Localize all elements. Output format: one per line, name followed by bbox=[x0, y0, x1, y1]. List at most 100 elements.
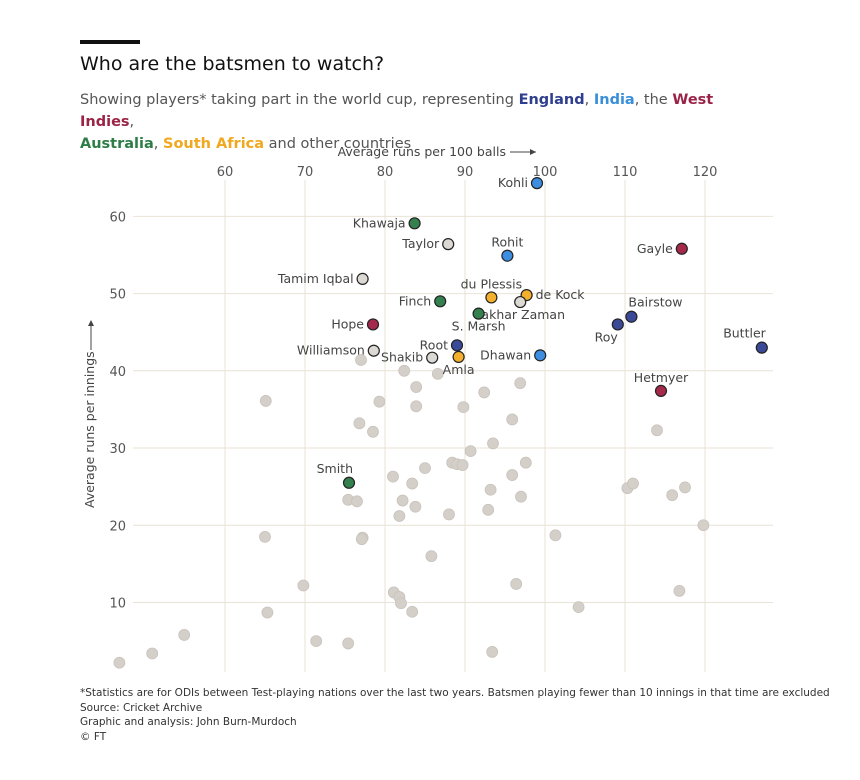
other-player-point bbox=[506, 469, 519, 481]
other-player-point bbox=[515, 490, 527, 503]
player-point-khawaja bbox=[408, 217, 421, 230]
other-player-point bbox=[355, 354, 367, 366]
x-tick-label: 70 bbox=[297, 165, 314, 180]
other-player-point bbox=[406, 477, 419, 490]
player-point-buttler bbox=[755, 341, 768, 354]
y-tick-label: 20 bbox=[109, 519, 126, 534]
other-player-point bbox=[549, 529, 562, 542]
subtitle-prefix: Showing players* taking part in the worl… bbox=[80, 92, 519, 108]
title-rule bbox=[80, 40, 140, 44]
other-player-point bbox=[478, 386, 491, 399]
other-player-point bbox=[259, 395, 272, 407]
other-player-point bbox=[506, 413, 519, 426]
player-point-amla bbox=[452, 350, 465, 363]
other-player-point bbox=[353, 417, 366, 430]
other-player-point bbox=[456, 459, 469, 471]
other-player-point bbox=[261, 606, 274, 619]
player-point-taylor bbox=[442, 238, 455, 251]
player-label: Fakhar Zaman bbox=[475, 307, 565, 322]
other-player-point bbox=[484, 483, 497, 496]
player-point-rohit bbox=[501, 249, 514, 262]
other-player-point bbox=[572, 601, 585, 614]
player-label: Gayle bbox=[637, 241, 673, 256]
chart-subtitle: Showing players* taking part in the worl… bbox=[80, 89, 770, 155]
other-player-point bbox=[396, 494, 409, 507]
player-point-tamim-iqbal bbox=[356, 272, 369, 285]
other-player-point bbox=[146, 647, 159, 660]
other-player-point bbox=[482, 503, 495, 516]
other-player-point bbox=[113, 656, 126, 669]
subtitle-team-england: England bbox=[518, 92, 585, 108]
other-player-point bbox=[627, 477, 639, 490]
player-label: Rohit bbox=[491, 235, 523, 250]
player-point-roy bbox=[611, 318, 624, 331]
player-point-dhawan bbox=[534, 349, 547, 362]
other-player-point bbox=[395, 597, 407, 610]
y-axis-title: Average runs per innings bbox=[82, 351, 97, 508]
x-tick-label: 120 bbox=[693, 165, 718, 180]
other-player-point bbox=[387, 470, 399, 483]
other-player-point bbox=[409, 500, 422, 513]
player-point-williamson bbox=[367, 344, 380, 357]
other-player-point bbox=[514, 377, 527, 390]
footnote-credit: Graphic and analysis: John Burn-Murdoch bbox=[80, 716, 297, 728]
other-player-point bbox=[457, 401, 470, 413]
player-label: Khawaja bbox=[353, 215, 406, 230]
other-player-point bbox=[351, 495, 363, 508]
other-player-point bbox=[310, 635, 323, 648]
player-label: Amla bbox=[443, 362, 475, 377]
player-label: Hope bbox=[331, 316, 364, 331]
other-player-point bbox=[406, 605, 419, 618]
player-point-s-marsh bbox=[472, 307, 485, 320]
other-player-point bbox=[651, 424, 663, 437]
chart-title: Who are the batsmen to watch? bbox=[80, 53, 385, 75]
x-axis-arrowhead bbox=[530, 149, 536, 155]
player-point-smith bbox=[342, 476, 356, 489]
player-label: Bairstow bbox=[628, 295, 682, 310]
y-axis-arrowhead bbox=[88, 320, 94, 326]
other-player-point bbox=[425, 550, 438, 563]
other-player-point bbox=[510, 578, 523, 590]
player-label: Taylor bbox=[401, 236, 440, 251]
player-point-finch bbox=[434, 295, 447, 308]
y-tick-label: 50 bbox=[109, 288, 126, 303]
player-point-root bbox=[450, 339, 464, 352]
subtitle-text: and other countries bbox=[264, 136, 412, 152]
player-label: S. Marsh bbox=[452, 319, 506, 334]
footnote-source: Source: Cricket Archive bbox=[80, 701, 203, 714]
player-label: Root bbox=[420, 337, 448, 352]
other-player-point bbox=[259, 530, 271, 543]
y-tick-label: 40 bbox=[109, 365, 126, 380]
other-player-point bbox=[410, 381, 423, 393]
x-tick-label: 110 bbox=[613, 165, 638, 180]
player-label: Roy bbox=[595, 329, 619, 344]
x-tick-label: 100 bbox=[533, 165, 558, 180]
other-player-point bbox=[443, 508, 455, 521]
footnote-copyright: © FT bbox=[80, 730, 107, 743]
player-point-fakhar-zaman bbox=[514, 295, 527, 309]
player-point-hope bbox=[366, 318, 380, 331]
player-label: Smith bbox=[317, 461, 353, 476]
other-player-point bbox=[486, 646, 499, 658]
subtitle-team-india: India bbox=[593, 92, 635, 108]
other-player-point bbox=[666, 489, 679, 502]
other-player-point bbox=[355, 533, 368, 546]
y-tick-label: 30 bbox=[109, 442, 126, 457]
other-player-point bbox=[673, 585, 686, 597]
other-player-point bbox=[393, 510, 406, 522]
subtitle-text: , bbox=[584, 92, 594, 108]
x-tick-label: 60 bbox=[217, 165, 234, 180]
player-label: Buttler bbox=[723, 326, 766, 341]
subtitle-team-south-africa: South Africa bbox=[163, 136, 265, 152]
player-label: Shakib bbox=[381, 350, 423, 365]
footnote-statistics: *Statistics are for ODIs between Test-pl… bbox=[80, 687, 830, 699]
player-label: Hetmyer bbox=[634, 370, 689, 385]
x-tick-label: 80 bbox=[377, 165, 394, 180]
subtitle-team-australia: Australia bbox=[80, 136, 154, 152]
other-player-point bbox=[398, 364, 411, 377]
player-point-bairstow bbox=[625, 310, 638, 323]
subtitle-team-west-indies: West Indies bbox=[80, 92, 714, 130]
x-tick-label: 90 bbox=[457, 165, 474, 180]
subtitle-teams: England, India, the West Indies, Australi… bbox=[80, 92, 713, 152]
